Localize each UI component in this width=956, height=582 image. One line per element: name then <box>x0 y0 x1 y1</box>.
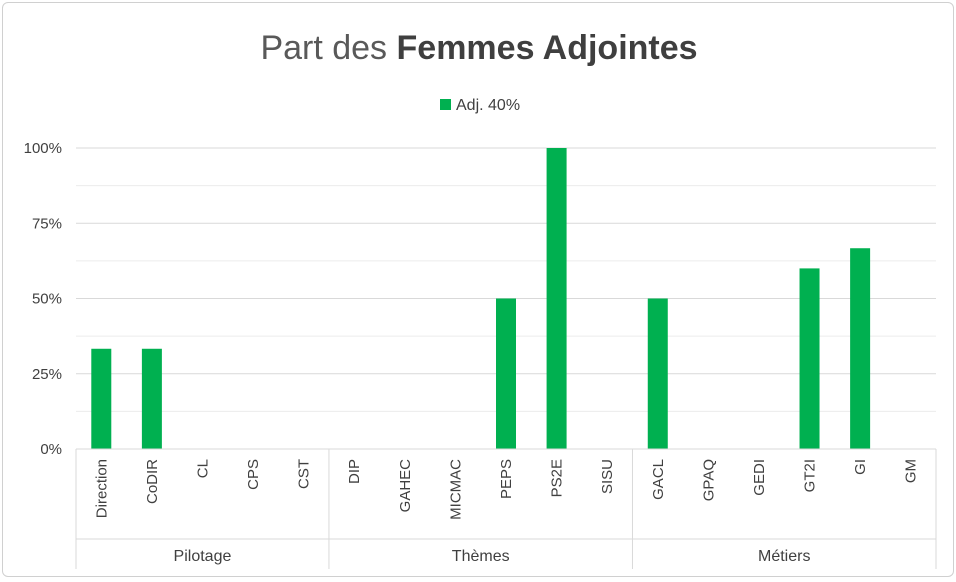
x-tick-label: MICMAC <box>447 459 464 520</box>
x-group-label: Thèmes <box>452 548 510 565</box>
bars <box>91 148 871 449</box>
legend-label: Adj. 40% <box>456 97 520 114</box>
chart-title-regular: Part des <box>260 29 396 67</box>
x-tick-label: GAHEC <box>397 459 414 513</box>
bar <box>496 298 516 449</box>
x-tick-label: GEDI <box>751 459 768 496</box>
x-tick-label: PEPS <box>498 459 515 499</box>
x-tick-label: GT2I <box>802 459 819 492</box>
bar <box>850 248 871 449</box>
x-group-label: Métiers <box>758 548 810 565</box>
x-tick-label: DIP <box>346 459 363 484</box>
x-axis: Direction CoDIR CL CPS CST DIP GAHEC MICMAC PEPS… <box>75 448 937 569</box>
legend-swatch <box>440 99 451 110</box>
x-tick-label: GM <box>903 459 920 483</box>
x-tick-label: SISU <box>599 459 616 494</box>
x-tick-label: CL <box>194 459 211 478</box>
y-tick-label: 50% <box>32 291 62 308</box>
bar <box>141 348 162 449</box>
bar-chart: Part des Femmes Adjointes Adj. 40% 0% 25%… <box>24 29 937 569</box>
y-tick-label: 25% <box>32 366 62 383</box>
bar <box>647 298 668 449</box>
x-tick-label: Direction <box>93 459 110 518</box>
legend: Adj. 40% <box>440 97 520 114</box>
chart-title-bold: Femmes Adjointes <box>397 29 698 67</box>
y-tick-label: 75% <box>32 215 62 232</box>
x-tick-label: CPS <box>245 459 262 490</box>
bar <box>91 348 112 449</box>
x-tick-label: GACL <box>650 459 667 500</box>
y-axis-ticks: 0% 25% 50% 75% 100% <box>24 140 62 458</box>
chart-title: Part des Femmes Adjointes <box>260 29 697 67</box>
x-tick-label: CoDIR <box>144 459 161 504</box>
y-tick-label: 100% <box>24 140 62 157</box>
x-tick-label: PS2E <box>549 459 566 497</box>
x-tick-label: GI <box>852 459 869 475</box>
x-tick-label: CST <box>296 459 313 489</box>
x-group-label: Pilotage <box>174 548 232 565</box>
bar <box>799 268 820 449</box>
bar <box>546 148 567 449</box>
x-tick-label: GPAQ <box>700 459 717 501</box>
y-tick-label: 0% <box>40 441 62 458</box>
